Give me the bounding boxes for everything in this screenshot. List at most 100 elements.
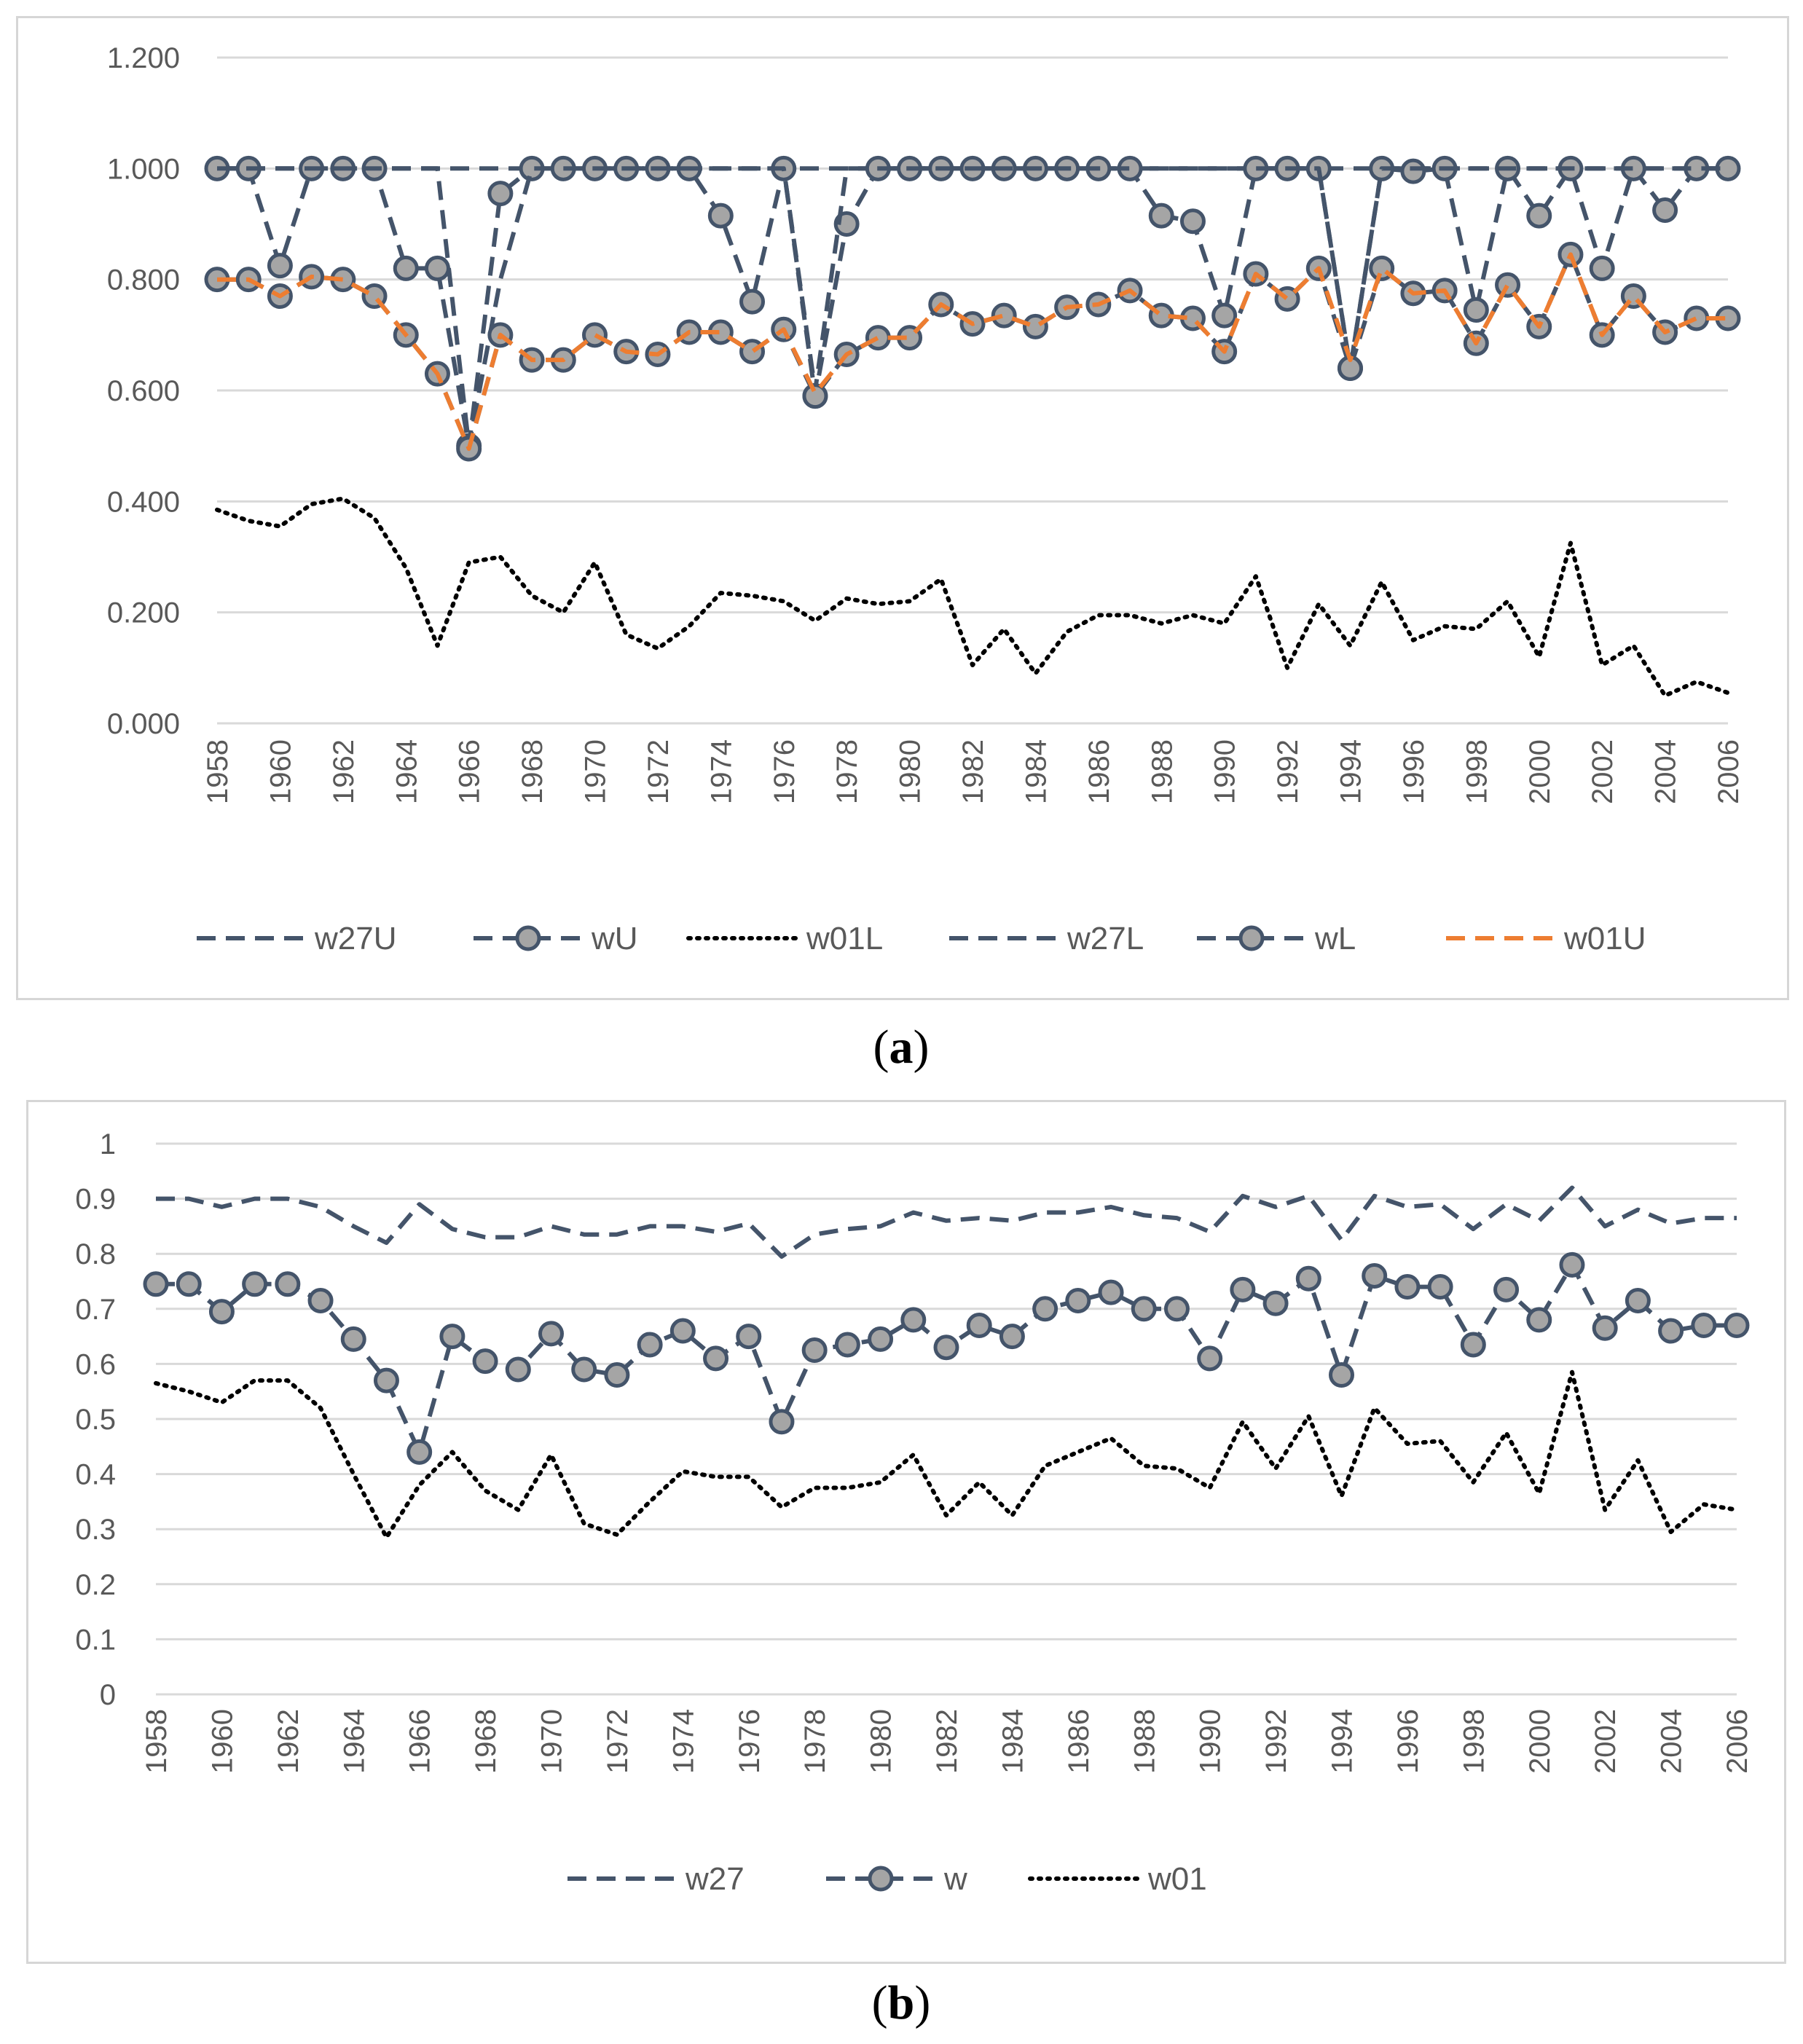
x-tick-label: 1982 [931, 1709, 963, 1774]
data-point-w [143, 1271, 169, 1297]
legend-marker-wL [1238, 925, 1265, 951]
data-point-w [1427, 1274, 1453, 1300]
x-tick-label: 1996 [1398, 739, 1430, 804]
x-tick-label: 1960 [206, 1709, 238, 1774]
x-tick-label: 1978 [831, 739, 863, 804]
data-point-wL [1022, 313, 1048, 339]
data-point-w [801, 1337, 828, 1363]
legend-label-wU: wU [591, 921, 638, 956]
x-tick-label: 1966 [454, 739, 486, 804]
x-tick-label: 1982 [957, 739, 989, 804]
data-point-w [1032, 1296, 1058, 1322]
x-tick-label: 1964 [338, 1709, 370, 1774]
x-tick-label: 1998 [1458, 1709, 1490, 1774]
x-tick-label: 1990 [1209, 739, 1241, 804]
data-point-wL [1684, 305, 1710, 331]
data-point-w [275, 1271, 301, 1297]
y-tick-label: 0.5 [75, 1404, 116, 1436]
data-point-w [1230, 1276, 1256, 1302]
data-point-wL [802, 383, 828, 409]
data-point-w [900, 1307, 927, 1333]
x-tick-label: 1964 [390, 739, 423, 804]
data-point-w [834, 1332, 860, 1358]
x-tick-label: 1972 [643, 739, 675, 804]
legend-marker-w [868, 1866, 894, 1892]
data-point-w [1098, 1279, 1124, 1305]
data-point-w [769, 1409, 795, 1435]
x-tick-label: 1984 [997, 1709, 1029, 1774]
data-point-w [1262, 1290, 1289, 1316]
data-point-w [966, 1312, 992, 1338]
caption-a-letter: a [889, 1021, 914, 1074]
data-point-wU [707, 203, 734, 229]
data-point-w [1724, 1312, 1750, 1338]
data-point-w [637, 1332, 663, 1358]
x-tick-label: 1968 [516, 739, 549, 804]
data-point-w [1197, 1345, 1223, 1372]
x-tick-label: 1986 [1063, 1709, 1095, 1774]
data-point-wU [1400, 158, 1426, 184]
data-point-w [669, 1318, 696, 1344]
x-tick-label: 1990 [1195, 1709, 1227, 1774]
x-tick-label: 2006 [1713, 739, 1745, 804]
data-point-wU [1526, 203, 1552, 229]
legend-marker-wU [515, 925, 541, 951]
x-tick-label: 2002 [1590, 1709, 1622, 1774]
legend-label-w01: w01 [1147, 1861, 1207, 1897]
x-tick-label: 1958 [202, 739, 234, 804]
data-point-wL [1495, 272, 1521, 298]
data-point-w [1592, 1315, 1618, 1341]
legend-label-w01L: w01L [806, 921, 883, 956]
chart-a: 0.000 0.200 0.400 0.600 0.800 1.000 1.200 1958 1… [107, 42, 1745, 956]
chart-b: 0 0.1 0.2 0.3 0.4 0.5 0.6 0.7 0.8 0.9 1 1958 1960 196… [75, 1128, 1753, 1897]
x-tick-label: 1966 [404, 1709, 436, 1774]
x-tick-label: 1970 [536, 1709, 568, 1774]
data-point-wL [991, 302, 1017, 329]
x-tick-label: 1968 [470, 1709, 502, 1774]
y-tick-label: 0.9 [75, 1184, 116, 1216]
x-tick-label: 1974 [705, 739, 737, 804]
x-tick-label: 1984 [1020, 739, 1052, 804]
x-tick-label: 1996 [1392, 1709, 1424, 1774]
y-tick-label: 0.000 [107, 708, 180, 740]
data-point-wU [1148, 203, 1174, 229]
data-point-w [1460, 1332, 1486, 1358]
caption-b: (b) [871, 1976, 931, 2029]
data-point-wL [582, 322, 608, 348]
series-line-w01 [154, 1369, 1739, 1540]
data-point-w [868, 1326, 894, 1352]
x-tick-label: 1972 [602, 1709, 634, 1774]
data-point-w [736, 1324, 762, 1350]
data-point-w [505, 1356, 531, 1383]
x-tick-label: 1976 [734, 1709, 766, 1774]
data-point-w [1362, 1262, 1388, 1289]
y-tick-label: 0.400 [107, 486, 180, 518]
x-tick-label: 1986 [1083, 739, 1115, 804]
y-tick-label: 0.7 [75, 1294, 116, 1326]
data-point-wU [1715, 155, 1741, 181]
y-tick-label: 0.3 [75, 1514, 116, 1546]
data-point-w [472, 1348, 498, 1375]
legend-label-w: w [943, 1861, 967, 1897]
x-tick-label: 2002 [1587, 739, 1619, 804]
data-point-w [1493, 1276, 1520, 1302]
data-point-w [604, 1362, 630, 1388]
y-tick-label: 0 [100, 1679, 116, 1711]
data-point-wL [865, 325, 891, 351]
x-tick-label: 2000 [1524, 739, 1556, 804]
x-tick-label: 2004 [1656, 1709, 1688, 1774]
y-tick-label: 1 [100, 1128, 116, 1160]
x-tick-label: 1992 [1260, 1709, 1292, 1774]
data-point-w [933, 1335, 959, 1361]
x-tick-label: 1998 [1461, 739, 1493, 804]
legend-label-w27: w27 [685, 1861, 745, 1897]
data-point-w [176, 1271, 202, 1297]
caption-b-letter: b [887, 1976, 915, 2029]
data-point-wU [1652, 197, 1678, 223]
data-point-w [406, 1439, 433, 1465]
data-point-w [373, 1367, 399, 1394]
y-tick-label: 0.6 [75, 1348, 116, 1380]
x-tick-label: 2006 [1721, 1709, 1753, 1774]
data-point-w [340, 1326, 366, 1352]
data-point-w [1295, 1265, 1321, 1292]
